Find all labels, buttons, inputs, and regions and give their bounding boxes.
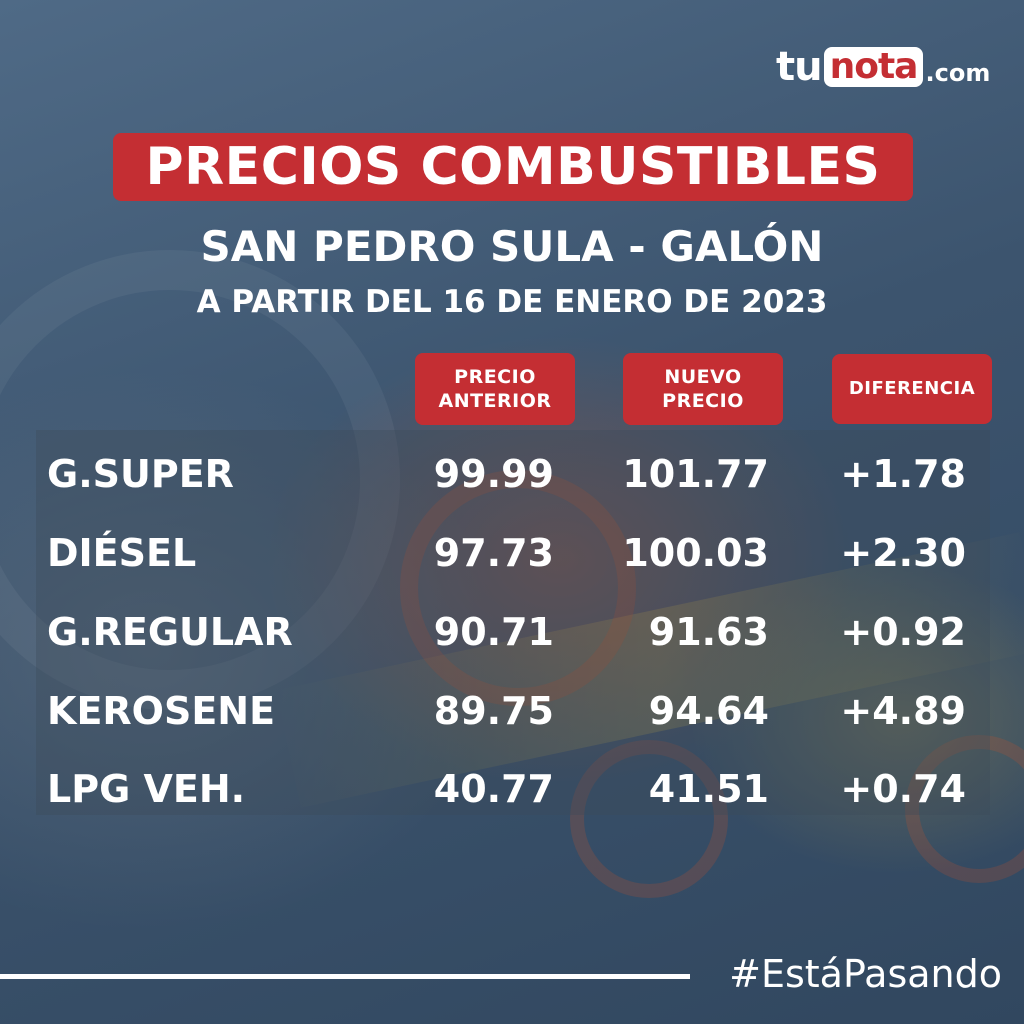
table-row: G.REGULAR 90.71 91.63 +0.92: [0, 596, 1024, 666]
column-header-new-price: NUEVO PRECIO: [623, 353, 783, 425]
effective-date: A PARTIR DEL 16 DE ENERO DE 2023: [196, 284, 828, 320]
column-header-new-line1: NUEVO: [664, 366, 742, 388]
previous-price: 97.73: [433, 531, 554, 575]
price-table: [36, 430, 990, 815]
previous-price: 40.77: [433, 767, 554, 811]
column-header-new-line2: PRECIO: [662, 390, 744, 412]
hashtag[interactable]: #EstáPasando: [729, 952, 1002, 996]
brand-logo[interactable]: tu nota .com: [776, 44, 990, 90]
price-difference: +4.89: [840, 689, 966, 733]
table-row: LPG VEH. 40.77 41.51 +0.74: [0, 753, 1024, 823]
page-title: PRECIOS COMBUSTIBLES: [145, 137, 881, 197]
footer-divider: [0, 974, 690, 979]
brand-logo-part3: .com: [925, 59, 991, 87]
fuel-name: LPG VEH.: [47, 767, 246, 811]
column-header-difference-label: DIFERENCIA: [848, 378, 976, 399]
previous-price: 90.71: [433, 610, 554, 654]
brand-logo-part2: nota: [823, 47, 924, 87]
new-price: 94.64: [648, 689, 769, 733]
previous-price: 99.99: [433, 452, 554, 496]
price-difference: +0.74: [840, 767, 966, 811]
page-subtitle: SAN PEDRO SULA - GALÓN: [200, 222, 824, 271]
new-price: 101.77: [622, 452, 769, 496]
price-difference: +0.92: [840, 610, 966, 654]
previous-price: 89.75: [433, 689, 554, 733]
new-price: 41.51: [648, 767, 769, 811]
column-header-previous-line1: PRECIO: [454, 366, 536, 388]
fuel-name: G.SUPER: [47, 452, 234, 496]
table-row: KEROSENE 89.75 94.64 +4.89: [0, 675, 1024, 745]
table-row: DIÉSEL 97.73 100.03 +2.30: [0, 517, 1024, 587]
column-header-previous-line2: ANTERIOR: [438, 390, 552, 412]
price-difference: +1.78: [840, 452, 966, 496]
fuel-name: DIÉSEL: [47, 531, 197, 575]
fuel-name: G.REGULAR: [47, 610, 293, 654]
new-price: 100.03: [622, 531, 769, 575]
price-difference: +2.30: [840, 531, 966, 575]
new-price: 91.63: [648, 610, 769, 654]
table-row: G.SUPER 99.99 101.77 +1.78: [0, 438, 1024, 508]
title-banner: PRECIOS COMBUSTIBLES: [113, 133, 913, 201]
fuel-name: KEROSENE: [47, 689, 276, 733]
column-header-previous-price: PRECIO ANTERIOR: [415, 353, 575, 425]
column-header-difference: DIFERENCIA: [832, 354, 992, 424]
brand-logo-part1: tu: [776, 44, 823, 90]
